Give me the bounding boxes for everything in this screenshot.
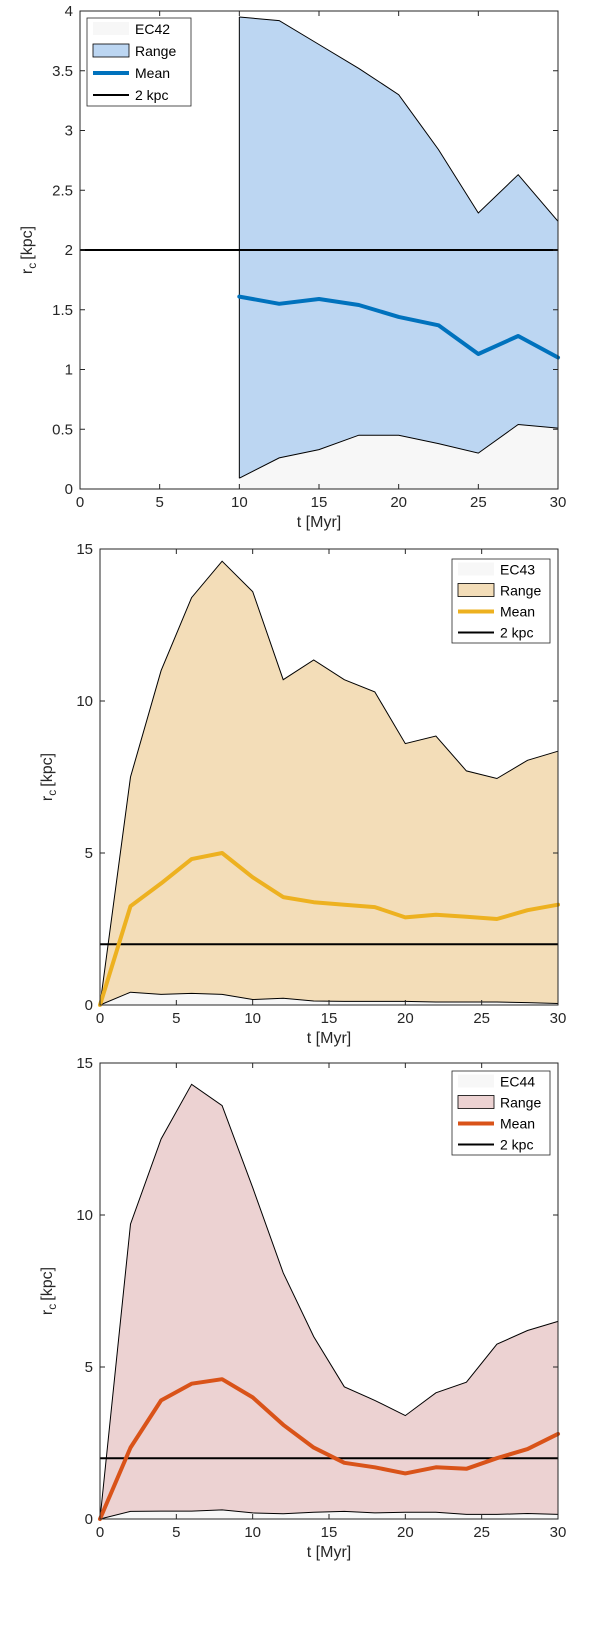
x-tick-label: 25 — [473, 1524, 490, 1541]
x-tick-label: 10 — [244, 1010, 261, 1027]
x-tick-label: 0 — [96, 1010, 104, 1027]
legend-label: EC44 — [500, 1074, 535, 1090]
x-tick-label: 5 — [172, 1010, 180, 1027]
y-tick-label: 0 — [85, 997, 93, 1014]
x-tick-label: 20 — [397, 1524, 414, 1541]
x-tick-label: 20 — [397, 1010, 414, 1027]
x-tick-label: 30 — [550, 1010, 567, 1027]
legend-label: Mean — [500, 1116, 535, 1132]
y-tick-label: 15 — [76, 1055, 93, 1072]
legend: EC42 Range Mean 2 kpc — [87, 18, 191, 106]
y-tick-label: 0 — [65, 481, 73, 498]
y-tick-label: 1.5 — [52, 302, 73, 319]
legend-label: Range — [500, 1095, 541, 1111]
legend-label: 2 kpc — [500, 1137, 533, 1153]
x-tick-label: 15 — [321, 1010, 338, 1027]
y-tick-label: 2.5 — [52, 182, 73, 199]
y-tick-label: 10 — [76, 693, 93, 710]
y-tick-label: 3.5 — [52, 63, 73, 80]
y-axis-label-unit: [kpc] — [39, 1267, 56, 1301]
x-tick-label: 30 — [550, 494, 567, 511]
legend: EC44 Range Mean 2 kpc — [452, 1071, 550, 1155]
x-tick-label: 0 — [96, 1524, 104, 1541]
y-tick-label: 5 — [85, 845, 93, 862]
legend-label: EC42 — [135, 21, 170, 37]
x-tick-label: 5 — [155, 494, 163, 511]
y-axis-label-unit: [kpc] — [19, 226, 36, 260]
x-axis-label: t [Myr] — [307, 1544, 351, 1561]
x-tick-label: 5 — [172, 1524, 180, 1541]
legend-label: EC43 — [500, 562, 535, 578]
y-axis-label-sub: c — [45, 790, 59, 796]
x-tick-label: 25 — [470, 494, 487, 511]
legend-swatch-range — [458, 1096, 494, 1109]
legend-label: Range — [500, 583, 541, 599]
x-tick-label: 10 — [231, 494, 248, 511]
x-tick-label: 0 — [76, 494, 84, 511]
x-tick-label: 20 — [390, 494, 407, 511]
x-tick-label: 15 — [311, 494, 328, 511]
legend-swatch-range — [458, 584, 494, 597]
y-tick-label: 10 — [76, 1207, 93, 1224]
y-tick-label: 0.5 — [52, 421, 73, 438]
x-tick-label: 30 — [550, 1524, 567, 1541]
legend-swatch-range — [93, 44, 129, 57]
x-tick-label: 25 — [473, 1010, 490, 1027]
legend-label: Range — [135, 43, 176, 59]
y-axis-label: rc[kpc] — [19, 226, 39, 274]
y-axis-label-unit: [kpc] — [39, 753, 56, 787]
y-tick-label: 0 — [85, 1511, 93, 1528]
legend-swatch-base — [458, 1075, 494, 1088]
y-tick-label: 4 — [65, 3, 73, 20]
y-tick-label: 3 — [65, 123, 73, 140]
legend: EC43 Range Mean 2 kpc — [452, 559, 550, 643]
y-axis-label-sub: c — [25, 263, 39, 269]
legend-label: Mean — [500, 604, 535, 620]
x-axis-label: t [Myr] — [307, 1030, 351, 1047]
legend-label: Mean — [135, 65, 170, 81]
x-tick-label: 10 — [244, 1524, 261, 1541]
y-tick-label: 15 — [76, 541, 93, 558]
y-tick-label: 2 — [65, 242, 73, 259]
y-axis-label-sub: c — [45, 1304, 59, 1310]
legend-label: 2 kpc — [135, 87, 168, 103]
y-tick-label: 5 — [85, 1359, 93, 1376]
y-tick-label: 1 — [65, 362, 73, 379]
legend-label: 2 kpc — [500, 625, 533, 641]
x-axis-label: t [Myr] — [297, 514, 341, 531]
y-axis-label: rc[kpc] — [39, 1267, 59, 1315]
legend-swatch-base — [458, 563, 494, 576]
x-tick-label: 15 — [321, 1524, 338, 1541]
y-axis-label: rc[kpc] — [39, 753, 59, 801]
legend-swatch-base — [93, 22, 129, 35]
